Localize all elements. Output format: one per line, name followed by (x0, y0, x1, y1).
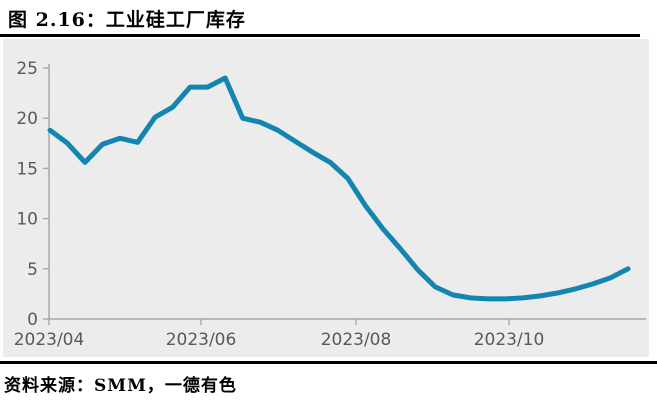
footer-divider-line (0, 361, 657, 364)
y-tick-label: 25 (16, 59, 38, 79)
y-tick-label: 0 (27, 310, 38, 330)
x-tick-label: 2023/04 (14, 330, 85, 350)
y-tick-label: 20 (16, 109, 38, 129)
figure-title: 图 2.16：工业硅工厂库存 (8, 9, 246, 31)
y-tick-label: 10 (16, 210, 38, 230)
x-tick-label: 2023/08 (321, 330, 392, 350)
title-divider-line (0, 34, 640, 37)
x-tick-label: 2023/06 (166, 330, 237, 350)
source-note: 资料来源：SMM，一德有色 (4, 376, 237, 396)
chart-plot-background (3, 39, 649, 357)
y-tick-label: 15 (16, 159, 38, 179)
y-tick-label: 5 (27, 260, 38, 280)
inventory-series-line (47, 75, 631, 302)
x-tick-label: 2023/10 (474, 330, 545, 350)
